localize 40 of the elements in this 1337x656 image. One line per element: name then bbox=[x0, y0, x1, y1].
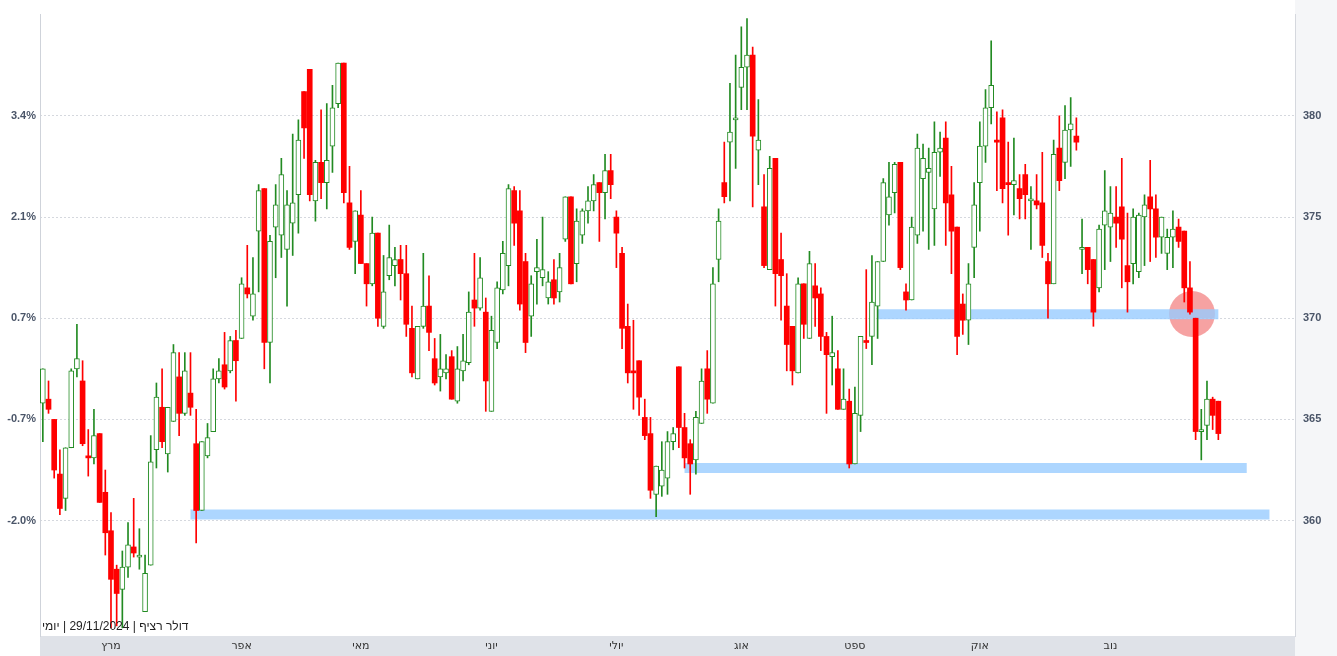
x-tick-label: מרץ bbox=[101, 639, 121, 653]
candlestick bbox=[1067, 97, 1074, 167]
candlestick bbox=[323, 103, 330, 210]
candlestick bbox=[1028, 186, 1034, 250]
y2-tick-label: -2.0% bbox=[7, 513, 37, 526]
candlestick bbox=[1079, 218, 1085, 275]
candlestick bbox=[937, 131, 943, 177]
x-tick-label: יולי bbox=[609, 639, 624, 653]
candlestick bbox=[721, 141, 728, 204]
candlestick bbox=[1011, 137, 1017, 216]
y-tick-label: 360 bbox=[1303, 513, 1322, 526]
x-tick-label: נוב bbox=[1103, 639, 1118, 653]
y-tick-label: 375 bbox=[1303, 210, 1322, 223]
x-tick-label: אוק bbox=[970, 639, 989, 653]
x-tick-label: יוני bbox=[485, 639, 498, 653]
candlestick bbox=[1147, 160, 1154, 262]
candlestick bbox=[863, 269, 870, 349]
y-tick-label: 380 bbox=[1303, 108, 1322, 121]
candlestick bbox=[130, 498, 137, 558]
candlestick bbox=[289, 133, 296, 256]
candlestick bbox=[738, 26, 745, 111]
y2-tick-label: 2.1% bbox=[10, 210, 37, 223]
x-tick-label: אוג bbox=[733, 639, 749, 653]
candlestick bbox=[744, 18, 750, 111]
y2-tick-label: 0.7% bbox=[10, 311, 37, 324]
y-tick-label: 370 bbox=[1303, 311, 1322, 324]
candlestick bbox=[1198, 408, 1205, 461]
x-tick-label: אפר bbox=[231, 639, 252, 653]
x-tick-label: מאי bbox=[352, 639, 370, 653]
y2-tick-label: 3.4% bbox=[10, 108, 37, 121]
x-tick-label: ספט bbox=[844, 639, 866, 653]
y-tick-label: 365 bbox=[1303, 412, 1322, 425]
candlestick bbox=[74, 323, 80, 378]
candlestick bbox=[244, 245, 251, 299]
candlestick bbox=[1170, 210, 1176, 268]
candlestick bbox=[727, 83, 733, 202]
y2-tick-label: -0.7% bbox=[7, 412, 37, 425]
annotation: דולר רציף | 29/11/2024 | יומי bbox=[42, 619, 189, 633]
candlestick bbox=[829, 315, 836, 386]
candlestick bbox=[318, 109, 324, 200]
